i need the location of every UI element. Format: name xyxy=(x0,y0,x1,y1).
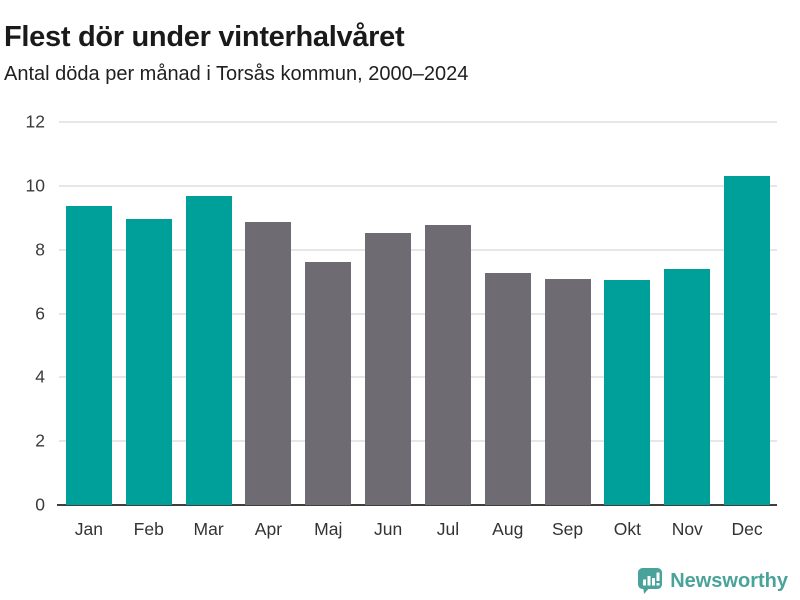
y-tick-label-0: 0 xyxy=(35,494,45,515)
bar-okt xyxy=(604,280,651,505)
x-axis-line xyxy=(57,503,777,506)
y-tick-label-10: 10 xyxy=(25,175,45,196)
x-tick-label-maj: Maj xyxy=(314,519,343,539)
bar-apr xyxy=(245,221,292,505)
x-tick-label-jul: Jul xyxy=(436,519,460,539)
bar-dec xyxy=(724,175,771,505)
gridline-10 xyxy=(59,184,777,187)
bar-sep xyxy=(544,279,591,505)
bar-jul xyxy=(424,225,471,505)
chart-title: Flest dör under vinterhalvåret xyxy=(4,21,405,54)
bar-jun xyxy=(365,233,412,505)
x-tick-label-sep: Sep xyxy=(552,519,584,539)
x-tick-label-apr: Apr xyxy=(254,519,283,539)
bar-nov xyxy=(664,268,711,505)
gridline-2 xyxy=(59,440,777,443)
x-tick-label-feb: Feb xyxy=(133,519,164,539)
plot-area: 0 2 4 6 8 10 12 Jan Feb Mar Apr Maj Jun Jul Aug Sep Okt N… xyxy=(26,112,777,539)
y-tick-label-4: 4 xyxy=(35,366,45,387)
brand-footer: Newsworthy xyxy=(637,567,788,595)
y-tick-label-2: 2 xyxy=(35,430,45,451)
newsworthy-logo-icon xyxy=(637,567,663,595)
brand-name: Newsworthy xyxy=(670,569,788,592)
x-tick-label-aug: Aug xyxy=(492,519,524,539)
y-tick-label-6: 6 xyxy=(35,303,45,323)
gridline-12 xyxy=(59,121,777,123)
gridline-4 xyxy=(59,376,777,379)
y-tick-label-12: 12 xyxy=(25,111,45,132)
chart-subtitle: Antal döda per månad i Torsås kommun, 20… xyxy=(4,63,469,85)
x-tick-label-mar: Mar xyxy=(193,519,224,539)
x-tick-label-dec: Dec xyxy=(731,519,763,539)
x-tick-label-okt: Okt xyxy=(613,519,642,539)
gridline-6 xyxy=(59,312,777,315)
y-tick-label-8: 8 xyxy=(35,239,45,260)
bar-aug xyxy=(484,272,531,505)
x-tick-label-jan: Jan xyxy=(74,519,104,539)
gridline-8 xyxy=(59,248,777,251)
x-tick-label-nov: Nov xyxy=(671,519,703,539)
bar-feb xyxy=(125,219,172,505)
x-tick-label-jun: Jun xyxy=(373,519,403,539)
bar-maj xyxy=(305,262,352,505)
bar-jan xyxy=(65,206,112,505)
bar-mar xyxy=(185,196,232,505)
